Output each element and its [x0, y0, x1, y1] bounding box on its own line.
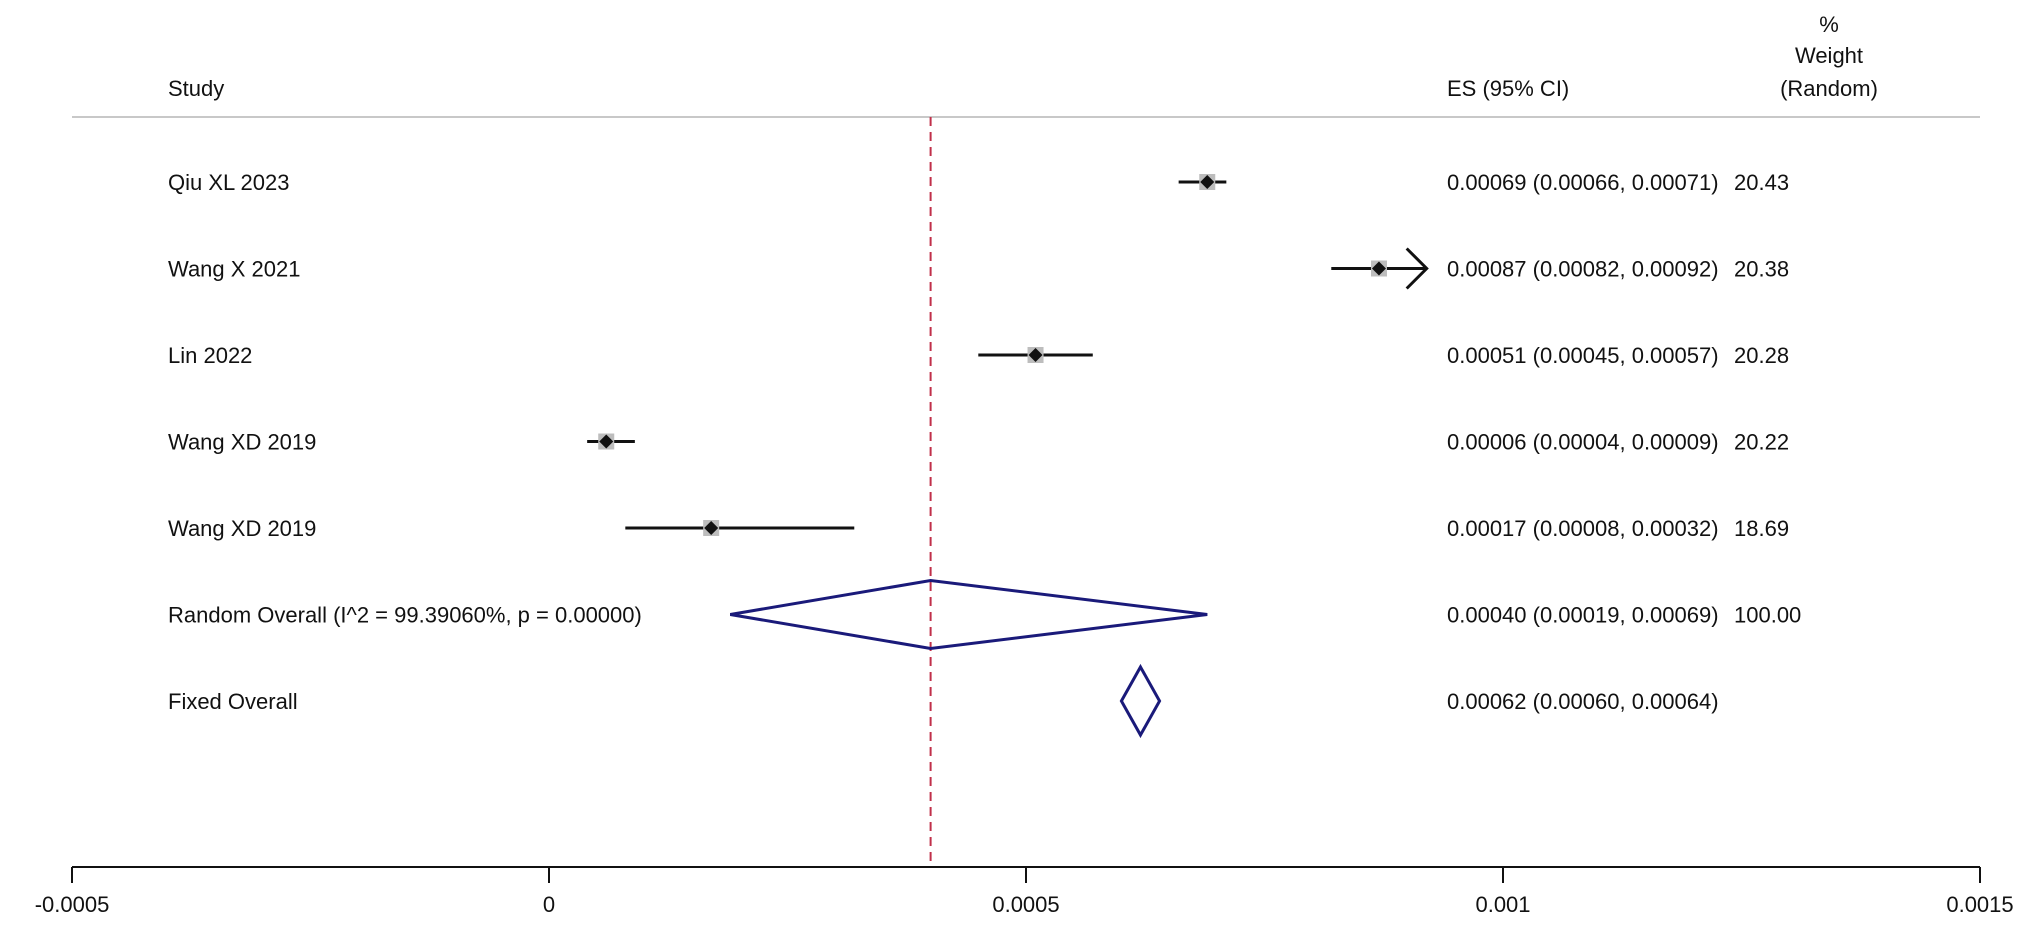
study-point: [599, 434, 614, 449]
study-es-ci: 0.00087 (0.00082, 0.00092): [1447, 257, 1719, 282]
study-es-ci: 0.00006 (0.00004, 0.00009): [1447, 430, 1719, 455]
x-tick-label: 0: [543, 892, 555, 917]
header-weight-line3: (Random): [1780, 76, 1878, 101]
study-es-ci: 0.00069 (0.00066, 0.00071): [1447, 170, 1719, 195]
x-tick-label: 0.001: [1475, 892, 1530, 917]
study-es-ci: 0.00017 (0.00008, 0.00032): [1447, 516, 1719, 541]
x-axis: -0.0005 0 0.0005 0.001 0.0015: [35, 866, 2014, 917]
study-weight: 20.22: [1734, 430, 1789, 455]
study-label: Wang XD 2019: [168, 516, 316, 541]
study-point: [1028, 348, 1043, 362]
study-label: Lin 2022: [168, 343, 252, 368]
random-overall-diamond: [730, 578, 1208, 651]
x-tick-label: 0.0005: [992, 892, 1059, 917]
study-point: [1200, 175, 1215, 189]
study-point: [704, 521, 719, 535]
study-label: Wang XD 2019: [168, 430, 316, 455]
study-point: [1371, 261, 1386, 276]
header-weight-line1: %: [1819, 12, 1839, 37]
study-weight: 20.38: [1734, 257, 1789, 282]
plot-rows: Qiu XL 2023 0.00069 (0.00066, 0.00071) 20.…: [168, 170, 1801, 714]
study-weight: 20.28: [1734, 343, 1789, 368]
header-study: Study: [168, 76, 224, 101]
study-ci-arrow: [1405, 247, 1429, 290]
overall-es-ci: 0.00062 (0.00060, 0.00064): [1447, 689, 1719, 714]
x-tick-label: -0.0005: [35, 892, 110, 917]
overall-weight: 100.00: [1734, 603, 1801, 628]
study-weight: 18.69: [1734, 516, 1789, 541]
header-weight-line2: Weight: [1795, 43, 1863, 68]
fixed-overall-diamond: [1119, 663, 1162, 739]
study-label: Qiu XL 2023: [168, 170, 290, 195]
header-es: ES (95% CI): [1447, 76, 1569, 101]
plot-marks: [587, 117, 1429, 866]
overall-es-ci: 0.00040 (0.00019, 0.00069): [1447, 603, 1719, 628]
fixed-overall-label: Fixed Overall: [168, 689, 298, 714]
study-es-ci: 0.00051 (0.00045, 0.00057): [1447, 343, 1719, 368]
study-weight: 20.43: [1734, 170, 1789, 195]
study-label: Wang X 2021: [168, 257, 301, 282]
x-tick-label: 0.0015: [1946, 892, 2013, 917]
random-overall-label: Random Overall (I^2 = 99.39060%, p = 0.0…: [168, 603, 642, 628]
